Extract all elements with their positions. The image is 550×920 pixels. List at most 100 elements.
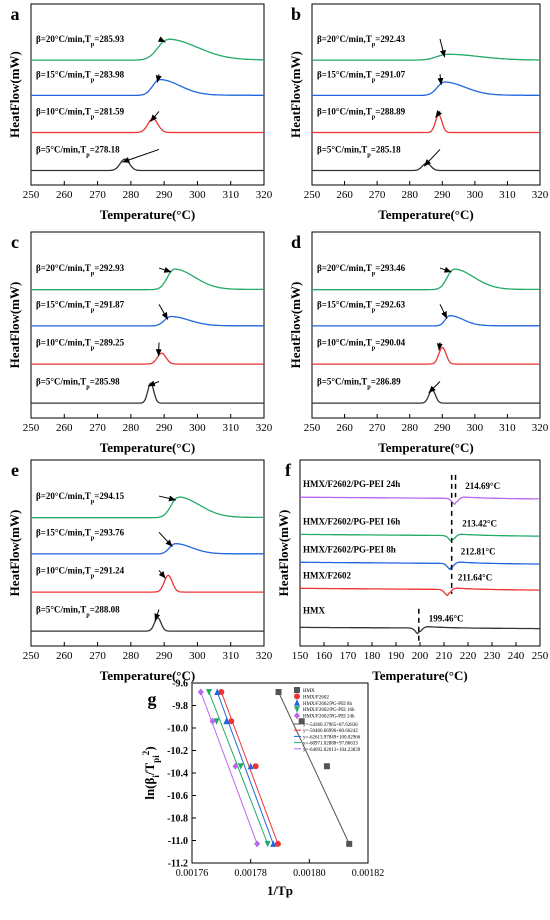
dsc-curve-b-2 bbox=[312, 113, 540, 134]
y-tick-label: -10.6 bbox=[167, 791, 188, 802]
y-axis-label: HeatFlow(mW) bbox=[288, 51, 303, 138]
panel-label-e: e bbox=[11, 460, 19, 480]
x-tick-label: 290 bbox=[434, 189, 451, 201]
legend-entry-5: HMX/F2602/PG-PEI 24h bbox=[303, 715, 355, 720]
rate-label-a-1: β=5°C/min,Tp=278.18 bbox=[36, 144, 120, 158]
data-point bbox=[213, 718, 220, 725]
x-tick-label: 240 bbox=[508, 650, 525, 662]
dsc-curve-c-1 bbox=[31, 382, 264, 404]
x-tick-label: 270 bbox=[89, 422, 106, 434]
data-point bbox=[214, 688, 221, 695]
dsc-curve-a-3 bbox=[31, 78, 264, 97]
x-axis-label: Temperature(°C) bbox=[100, 207, 195, 222]
annotation-arrow bbox=[439, 266, 452, 273]
rate-label-d-3: β=15°C/min,Tp=292.63 bbox=[317, 299, 406, 313]
y-tick-label: -9.6 bbox=[172, 679, 188, 690]
fit-line-4 bbox=[208, 691, 269, 845]
legend-fit-2: y=-50466.66996+80.66242 bbox=[303, 729, 358, 734]
plot-frame-c bbox=[30, 231, 265, 419]
y-tick-label: -10.8 bbox=[167, 814, 188, 825]
dsc-curve-b-4 bbox=[312, 53, 540, 61]
data-point bbox=[346, 840, 353, 847]
x-tick-label: 0.00176 bbox=[176, 868, 209, 879]
rate-label-c-2: β=10°C/min,Tp=289.25 bbox=[36, 337, 125, 351]
x-tick-label: 290 bbox=[156, 650, 173, 662]
y-axis-label: HeatFlow(mW) bbox=[7, 510, 22, 597]
data-point bbox=[275, 689, 282, 695]
rate-label-c-1: β=5°C/min,Tp=285.98 bbox=[36, 377, 120, 391]
annotation-arrow bbox=[149, 111, 160, 123]
rate-label-e-2: β=10°C/min,Tp=291.24 bbox=[36, 565, 125, 579]
x-tick-label: 310 bbox=[222, 189, 239, 201]
dsc-curve-f-2 bbox=[300, 587, 540, 597]
annotation-arrow bbox=[158, 304, 169, 320]
x-tick-label: 260 bbox=[56, 189, 73, 201]
x-tick-label: 300 bbox=[189, 189, 206, 201]
x-axis-label: Temperature(°C) bbox=[372, 668, 467, 683]
panel-label-c: c bbox=[11, 232, 19, 252]
plot-frame-e bbox=[30, 459, 265, 647]
data-point bbox=[264, 840, 271, 848]
panel-label-f: f bbox=[285, 460, 292, 480]
plot-frame-b bbox=[311, 3, 541, 186]
annotation-arrow bbox=[428, 381, 441, 394]
annotation-arrow bbox=[158, 266, 172, 273]
plot-frame-d bbox=[311, 231, 541, 419]
rate-label-c-4: β=20°C/min,Tp=292.93 bbox=[36, 263, 125, 277]
rate-label-b-3: β=15°C/min,Tp=291.07 bbox=[317, 69, 406, 83]
data-point bbox=[206, 689, 213, 696]
rate-label-e-4: β=20°C/min,Tp=294.15 bbox=[36, 491, 125, 505]
x-tick-label: 0.00178 bbox=[234, 868, 267, 879]
dsc-curve-e-2 bbox=[31, 574, 264, 593]
x-axis-label: Temperature(°C) bbox=[100, 668, 195, 683]
dsc-curve-f-1 bbox=[300, 626, 540, 635]
data-point bbox=[209, 717, 216, 725]
dsc-curve-e-1 bbox=[31, 617, 264, 632]
data-point bbox=[252, 763, 259, 770]
panel-label-d: d bbox=[291, 232, 301, 252]
x-tick-label: 300 bbox=[189, 650, 206, 662]
x-tick-label: 320 bbox=[256, 189, 273, 201]
panel-label-a: a bbox=[11, 4, 20, 24]
dsc-curve-d-3 bbox=[312, 314, 540, 327]
y-tick-label: -10.0 bbox=[167, 724, 188, 735]
x-tick-label: 290 bbox=[156, 189, 173, 201]
fit-line-3 bbox=[216, 691, 274, 845]
x-tick-label: 0.00182 bbox=[352, 868, 385, 879]
y-axis-label-g: ln(βi/Tpi2) bbox=[141, 746, 161, 799]
x-tick-label: 310 bbox=[499, 189, 516, 201]
rate-label-a-2: β=10°C/min,Tp=281.59 bbox=[36, 106, 125, 120]
annotation-arrow bbox=[155, 342, 162, 357]
sample-label-5: HMX/F2602/PG-PEI 24h bbox=[303, 479, 400, 489]
data-point bbox=[223, 717, 230, 725]
data-point bbox=[237, 763, 244, 770]
dsc-curve-a-4 bbox=[31, 38, 264, 61]
x-tick-label: 280 bbox=[123, 189, 140, 201]
x-tick-label: 250 bbox=[23, 189, 40, 201]
data-point bbox=[298, 718, 305, 725]
annotation-arrow bbox=[157, 36, 166, 43]
x-tick-label: 170 bbox=[340, 650, 357, 662]
annotation-arrow bbox=[439, 38, 446, 58]
sample-label-2: HMX/F2602 bbox=[303, 570, 351, 580]
dsc-curve-f-3 bbox=[300, 561, 541, 571]
data-point bbox=[197, 688, 204, 696]
x-tick-label: 310 bbox=[222, 650, 239, 662]
annotation-arrow bbox=[423, 149, 441, 167]
dsc-curve-e-3 bbox=[31, 542, 264, 555]
y-tick-label: -10.2 bbox=[167, 746, 188, 757]
rate-label-b-4: β=20°C/min,Tp=292.43 bbox=[317, 34, 406, 48]
data-point bbox=[218, 689, 225, 695]
x-tick-label: 320 bbox=[256, 650, 273, 662]
x-tick-label: 260 bbox=[336, 189, 353, 201]
x-axis-label: Temperature(°C) bbox=[100, 440, 195, 455]
annotation-arrow bbox=[158, 570, 166, 579]
legend-entry-2: HMX/F2602 bbox=[303, 695, 329, 700]
data-point bbox=[274, 840, 281, 847]
dsc-curve-c-3 bbox=[31, 315, 264, 327]
annotation-arrow bbox=[439, 304, 448, 319]
peak-temp-label-5: 214.69°C bbox=[465, 481, 500, 491]
y-tick-label: -11.2 bbox=[168, 859, 188, 870]
x-tick-label: 300 bbox=[189, 422, 206, 434]
